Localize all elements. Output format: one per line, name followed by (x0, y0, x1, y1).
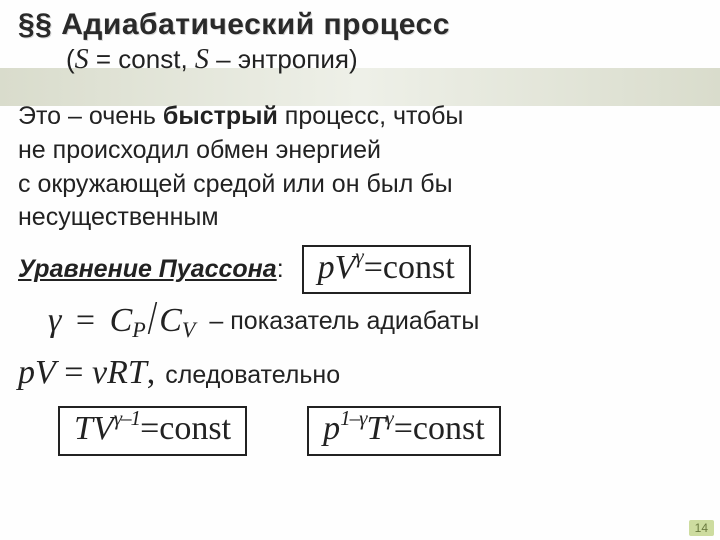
body-text-1b: процесс, чтобы (278, 102, 464, 130)
poisson-colon: : (277, 255, 284, 283)
eq1-p: p (318, 249, 335, 286)
pv-equals: = (56, 354, 92, 391)
pv-p: p (18, 354, 35, 391)
bottom-equations-row: TVγ–1 = const p1–γTγ = const (58, 406, 692, 455)
eq2-T: T (74, 410, 93, 447)
poisson-label-wrap: Уравнение Пуассона: (18, 255, 284, 284)
body-text-1a: Это – очень (18, 102, 163, 130)
pv-T: T (128, 354, 147, 391)
pv-comma: , (147, 354, 156, 391)
eq2-exp: γ–1 (114, 407, 140, 430)
gamma-definition-row: γ = CP/CV – показатель адиабаты (48, 302, 692, 340)
subtitle-var-S1: S (75, 44, 89, 75)
eq3-p: p (323, 410, 340, 447)
subtitle-var-S2: S (195, 44, 209, 75)
equation-box-1: pVγ = const (302, 245, 471, 294)
poisson-label: Уравнение Пуассона (18, 255, 277, 283)
gamma-description: – показатель адиабаты (209, 307, 479, 336)
eq2-const: const (159, 410, 231, 447)
slide-subtitle: (S = const, S – энтропия) (66, 44, 692, 76)
eq3-T: T (366, 410, 385, 447)
body-text-4: несущественным (18, 203, 219, 231)
gamma-C2: C (159, 302, 182, 339)
body-bold-1: быстрый (163, 102, 278, 130)
slide-content: §§ Адиабатический процесс (S = const, S … (0, 0, 720, 456)
eq3-exp1: 1–γ (340, 407, 366, 430)
gamma-equals: = (76, 302, 95, 339)
eq1-equals: = (364, 249, 383, 286)
gamma-slash: / (148, 293, 157, 346)
pv-rt-row: pV = νRT, следовательно (18, 354, 692, 392)
gamma-symbol: γ (48, 302, 61, 339)
eq3-equals: = (394, 410, 413, 447)
subtitle-paren-open: ( (66, 44, 75, 74)
eq2-equals: = (140, 410, 159, 447)
pv-R: R (107, 354, 128, 391)
pv-V: V (35, 354, 56, 391)
gamma-sub-P: P (132, 317, 146, 342)
body-paragraph: Это – очень быстрый процесс, чтобы не пр… (18, 100, 692, 235)
pv-nu: ν (92, 354, 107, 391)
pv-equation: pV = νRT, (18, 354, 155, 392)
eq3-exp2: γ (385, 407, 393, 430)
body-text-2: не происходил обмен энергией (18, 136, 381, 164)
subtitle-mid1: = const, (89, 44, 195, 74)
gamma-C1: C (110, 302, 133, 339)
subtitle-mid2: – энтропия) (209, 44, 358, 74)
eq1-const: const (383, 249, 455, 286)
eq1-gamma: γ (355, 245, 363, 268)
poisson-equation-row: Уравнение Пуассона: pVγ = const (18, 245, 692, 294)
eq3-const: const (413, 410, 485, 447)
equation-box-3: p1–γTγ = const (307, 406, 501, 455)
gamma-equation: γ = CP/CV (48, 302, 195, 340)
pv-therefore-text: следовательно (165, 361, 340, 390)
eq1-V: V (335, 249, 356, 286)
equation-box-2: TVγ–1 = const (58, 406, 247, 455)
slide-title: §§ Адиабатический процесс (18, 8, 692, 42)
body-text-3: с окружающей средой или он был бы (18, 170, 453, 198)
slide-number-badge: 14 (689, 520, 714, 536)
eq2-V: V (93, 410, 114, 447)
gamma-sub-V: V (182, 317, 196, 342)
